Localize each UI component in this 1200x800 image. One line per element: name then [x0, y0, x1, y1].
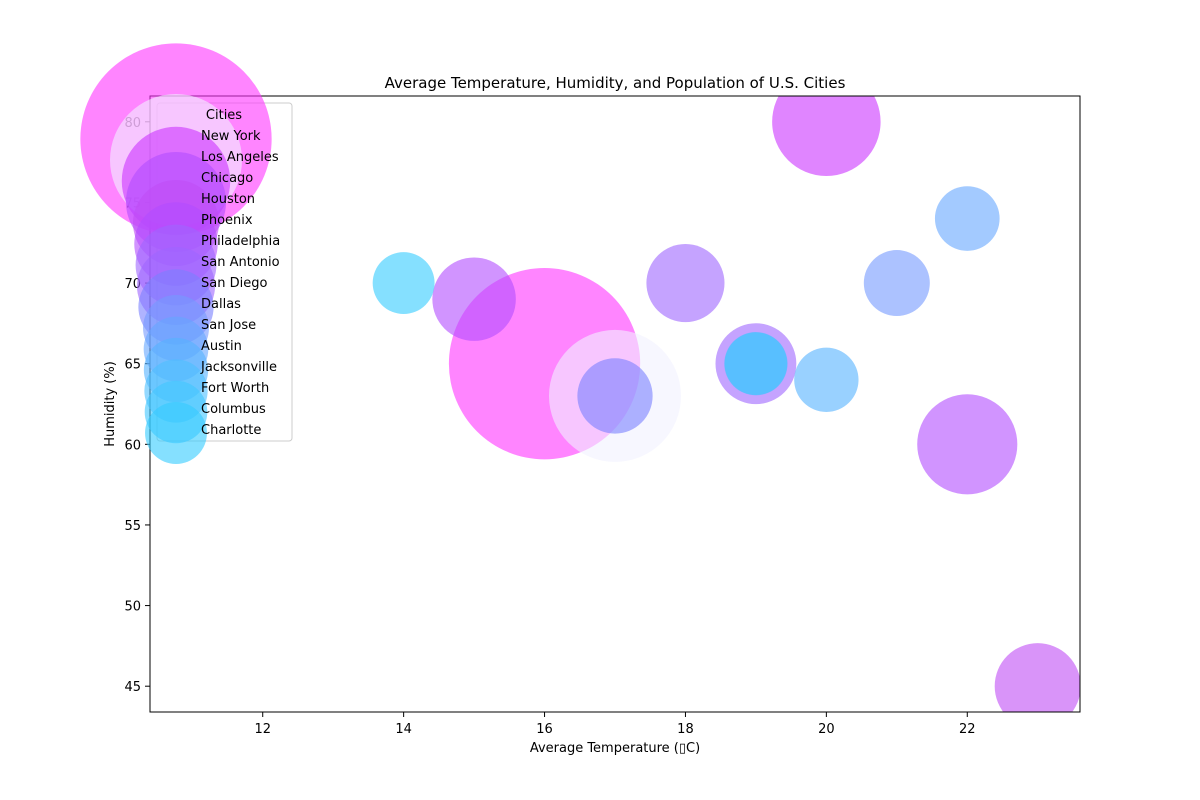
legend-label: New York: [201, 129, 261, 144]
bubble-point: [577, 358, 653, 434]
y-tick-label: 65: [124, 358, 141, 373]
y-tick-label: 45: [124, 680, 141, 695]
legend-label: Columbus: [201, 402, 266, 417]
bubble-point: [994, 643, 1080, 712]
legend-marker: [145, 402, 207, 464]
y-axis: 4550556065707580: [124, 116, 150, 695]
legend-label: Chicago: [201, 171, 253, 186]
legend: Cities New York Los Angeles Chicago Houston…: [80, 43, 293, 464]
bubble-point: [724, 332, 788, 395]
bubble-point: [372, 252, 435, 315]
x-tick-label: 18: [677, 722, 694, 737]
legend-label: Jacksonville: [200, 360, 277, 375]
bubble-point: [917, 394, 1018, 495]
legend-label: Houston: [201, 192, 255, 207]
x-axis-label: Average Temperature (▯C): [530, 741, 700, 756]
x-axis: 12 14 16 18 20 22: [254, 712, 976, 737]
legend-markers: [80, 43, 272, 464]
legend-label: Los Angeles: [201, 150, 279, 165]
x-tick-label: 12: [254, 722, 271, 737]
legend-label: Philadelphia: [201, 234, 280, 249]
legend-title: Cities: [206, 108, 242, 123]
bubble-point: [863, 250, 930, 317]
legend-label: Austin: [201, 339, 242, 354]
legend-label: Charlotte: [201, 423, 261, 438]
x-tick-label: 14: [395, 722, 412, 737]
legend-label: Dallas: [201, 297, 241, 312]
x-tick-label: 16: [536, 722, 553, 737]
bubble-point: [772, 96, 881, 177]
y-tick-label: 55: [124, 519, 141, 534]
bubble-point: [934, 186, 1000, 251]
legend-label: San Jose: [201, 318, 256, 333]
bubble-point: [794, 347, 859, 412]
x-tick-label: 20: [818, 722, 835, 737]
legend-entries: New York Los Angeles Chicago Houston Phoenix…: [200, 129, 280, 438]
chart-title: Average Temperature, Humidity, and Popul…: [385, 74, 846, 92]
y-tick-label: 70: [124, 277, 141, 292]
bubble-point: [432, 257, 516, 341]
legend-label: Fort Worth: [201, 381, 269, 396]
legend-label: San Antonio: [201, 255, 280, 270]
y-tick-label: 60: [124, 438, 141, 453]
legend-label: Phoenix: [201, 213, 253, 228]
legend-label: San Diego: [201, 276, 267, 291]
y-axis-label: Humidity (%): [103, 361, 118, 447]
data-points: [372, 96, 1080, 712]
x-tick-label: 22: [959, 722, 976, 737]
y-tick-label: 50: [124, 600, 141, 615]
bubble-point: [646, 244, 725, 323]
